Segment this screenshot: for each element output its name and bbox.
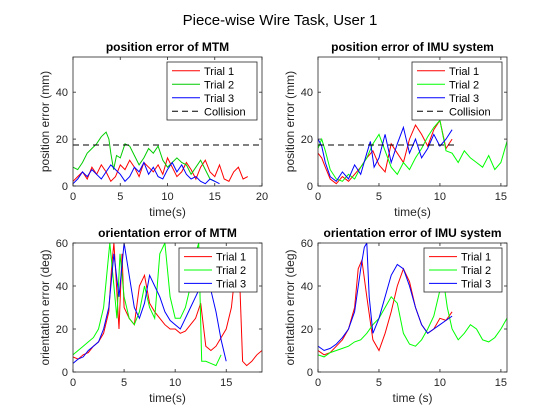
legend-label: Trial 1 [449, 66, 479, 78]
series-line-trial-1 [318, 119, 453, 185]
chart-title: orientation error of IMU system [323, 226, 501, 240]
y-axis-label: orientation error (deg) [38, 249, 52, 365]
y-tick-label: 60 [301, 238, 313, 250]
x-tick-label: 15 [495, 191, 507, 203]
x-tick-label: 15 [495, 377, 507, 389]
legend-label: Trial 3 [461, 278, 491, 290]
chart-2: 0 5 10 15 0 20 40 position error of IMU system t… [283, 40, 508, 219]
series-line-trial-1 [73, 156, 249, 183]
y-axis-label: position error (mm) [283, 71, 297, 172]
legend-label: Trial 1 [204, 66, 234, 78]
legend-label: Trial 2 [461, 265, 491, 277]
chart-title: orientation error of MTM [98, 226, 237, 240]
legend-label: Trial 3 [204, 93, 234, 105]
legend-box [411, 61, 503, 121]
legend-label: Trial 2 [204, 79, 234, 91]
x-tick-label: 5 [376, 377, 382, 389]
legend-label: Trial 1 [216, 252, 246, 264]
x-tick-label: 0 [70, 191, 76, 203]
y-tick-label: 20 [56, 324, 68, 336]
legend-label: Trial 3 [216, 278, 246, 290]
legend-label: Trial 2 [449, 79, 479, 91]
y-tick-label: 40 [56, 87, 68, 99]
axes-frame [317, 242, 508, 373]
series-line-trial-2 [73, 243, 222, 367]
y-tick-label: 0 [307, 367, 313, 379]
x-tick-label: 10 [161, 191, 173, 203]
chart-3: 0 5 10 15 0 20 40 60 orientation error of MTM tim… [38, 226, 263, 405]
x-tick-label: 20 [256, 191, 268, 203]
x-tick-label: 5 [121, 377, 127, 389]
y-tick-label: 20 [301, 134, 313, 146]
x-tick-label: 10 [434, 191, 446, 203]
series-line-trial-2 [318, 279, 507, 358]
x-axis-label: time(s) [394, 205, 431, 219]
series-line-trial-2 [73, 131, 216, 182]
y-tick-label: 40 [301, 87, 313, 99]
x-tick-label: 15 [209, 191, 221, 203]
legend-label: Trial 3 [449, 93, 479, 105]
x-tick-label: 5 [117, 191, 123, 203]
y-tick-label: 40 [56, 281, 68, 293]
legend-label: Trial 2 [216, 265, 246, 277]
x-tick-label: 0 [315, 191, 321, 203]
x-tick-label: 10 [434, 377, 446, 389]
y-tick-label: 0 [307, 181, 313, 193]
legend-label: Collision [449, 106, 491, 118]
y-tick-label: 20 [301, 324, 313, 336]
legend-label: Collision [204, 106, 246, 118]
chart-1: 0 5 10 15 20 0 20 40 position error of MTM time(s… [38, 40, 268, 219]
series-line-trial-3 [318, 243, 453, 352]
series-line-trial-2 [318, 119, 507, 182]
chart-4: 0 5 10 15 0 20 40 60 orientation error of IMU sy… [283, 226, 508, 405]
x-axis-label: time (s) [393, 391, 433, 405]
legend-label: Trial 1 [461, 252, 491, 264]
x-axis-label: time(s) [149, 391, 186, 405]
y-axis-label: position error (mm) [38, 71, 52, 172]
y-tick-label: 0 [62, 367, 68, 379]
x-tick-label: 15 [220, 377, 232, 389]
axes-frame [72, 242, 263, 373]
x-axis-label: time(s) [149, 205, 186, 219]
x-tick-label: 5 [376, 191, 382, 203]
x-tick-label: 0 [70, 377, 76, 389]
y-tick-label: 20 [56, 134, 68, 146]
series-line-trial-3 [73, 161, 220, 185]
axes-frame [317, 56, 508, 187]
figure-title: Piece-wise Wire Task, User 1 [183, 12, 378, 29]
x-tick-label: 0 [315, 377, 321, 389]
y-tick-label: 60 [56, 238, 68, 250]
y-axis-label: orientation error (deg) [283, 249, 297, 365]
series-line-trial-3 [318, 125, 453, 183]
chart-title: position error of MTM [106, 40, 229, 54]
chart-title: position error of IMU system [331, 40, 494, 54]
x-tick-label: 10 [169, 377, 181, 389]
y-tick-label: 0 [62, 181, 68, 193]
y-tick-label: 40 [301, 281, 313, 293]
legend-box [166, 61, 258, 121]
series-line-trial-1 [73, 243, 262, 367]
